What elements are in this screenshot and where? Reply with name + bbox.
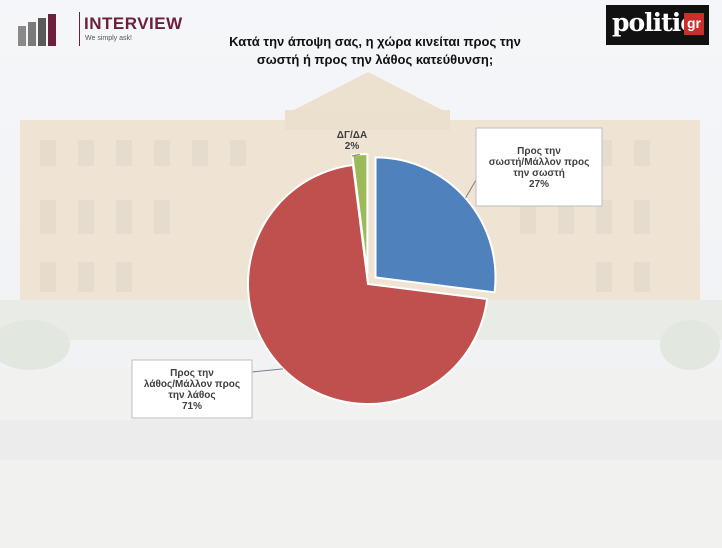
chart-title-line-2: σωστή ή προς την λάθος κατεύθυνση; — [256, 52, 494, 67]
callout-box-1 — [475, 127, 603, 207]
slice-value-label-1: 27% — [529, 179, 549, 190]
callout-box-2 — [131, 359, 253, 419]
chart-title: Κατά την άποψη σας, η χώρα κινείται προς… — [180, 33, 570, 69]
callout-leader-1 — [465, 179, 477, 199]
interview-bars-icon — [18, 14, 56, 46]
logo-divider — [79, 12, 80, 46]
pie-slices — [247, 153, 497, 405]
callout-leader-3 — [351, 153, 360, 157]
interview-brand-name: INTERVIEW — [84, 14, 183, 33]
pie-slice-2 — [247, 163, 489, 405]
interview-tagline: We simply ask! — [85, 35, 132, 42]
callout-leader-2 — [251, 368, 284, 373]
interview-logo: INTERVIEW We simply ask! — [18, 10, 188, 50]
slice-category-label-1: σωστή/Μάλλον προς — [489, 157, 590, 168]
slice-category-label-2: λάθος/Μάλλον προς — [144, 379, 240, 390]
slice-category-label-1: την σωστή — [513, 168, 565, 179]
slice-category-label-3: ΔΓ/ΔΑ — [337, 130, 367, 141]
politic-logo: politic gr — [606, 5, 709, 45]
slice-category-label-2: την λάθος — [168, 390, 215, 401]
slice-category-label-2: Προς την — [170, 368, 214, 379]
politic-logo-suffix: gr — [684, 13, 704, 35]
pie-slice-1 — [374, 156, 497, 294]
politic-logo-text: politic — [612, 8, 695, 37]
slice-value-label-3: 2% — [345, 141, 360, 152]
slice-value-label-2: 71% — [182, 401, 202, 412]
slice-category-label-1: Προς την — [517, 146, 561, 157]
chart-title-line-1: Κατά την άποψη σας, η χώρα κινείται προς… — [229, 34, 521, 49]
